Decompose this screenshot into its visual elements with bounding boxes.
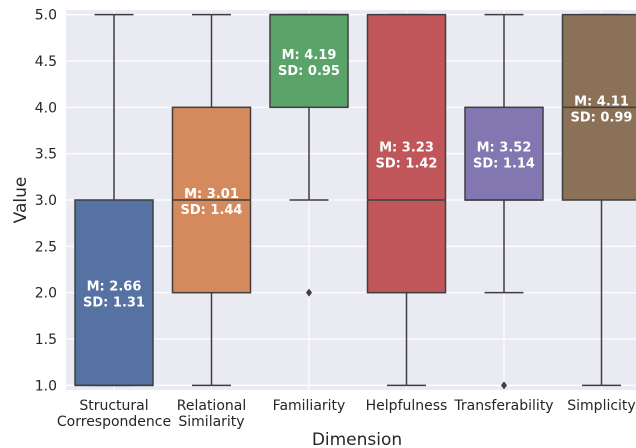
x-tick-label: Simplicity [567,398,635,414]
y-tick-label: 3.0 [35,193,57,209]
x-tick-label: Relational [177,398,246,414]
x-tick-label: Transferability [453,398,553,414]
y-axis-label: Value [11,177,31,224]
sd-label: SD: 1.14 [473,157,535,172]
x-axis-label: Dimension [312,430,402,448]
y-tick-label: 3.5 [35,147,57,163]
mean-label: M: 3.01 [184,187,239,202]
y-tick-label: 1.5 [35,332,57,348]
x-tick-label: Helpfulness [366,398,448,414]
box [366,13,447,294]
sd-label: SD: 0.99 [571,110,633,125]
mean-label: M: 4.11 [574,94,629,109]
mean-label: M: 3.23 [379,141,434,156]
sd-label: SD: 1.42 [376,157,438,172]
mean-label: M: 3.52 [477,141,532,156]
y-tick-labels: 1.0 1.5 2.0 2.5 3.0 3.5 4.0 4.5 5.0 [35,8,57,395]
sd-label: SD: 1.31 [83,296,145,311]
mean-label: M: 2.66 [87,280,142,295]
x-tick-label: Correspondence [57,414,171,430]
x-tick-label: Structural [79,398,148,414]
box [269,13,349,109]
outlier-point [306,288,312,297]
y-tick-label: 5.0 [35,8,57,24]
box [74,199,154,387]
y-tick-label: 2.5 [35,239,57,255]
outlier-point [501,381,507,390]
sd-label: SD: 0.95 [278,64,340,79]
sd-label: SD: 1.44 [181,203,243,218]
box [464,106,544,201]
x-tick-label: Familiarity [273,398,346,414]
mean-label: M: 4.19 [282,48,337,63]
y-tick-label: 4.5 [35,54,57,70]
y-tick-label: 4.0 [35,100,57,116]
y-tick-label: 1.0 [35,378,57,394]
y-tick-label: 2.0 [35,286,57,302]
x-tick-label: Similarity [178,414,244,430]
